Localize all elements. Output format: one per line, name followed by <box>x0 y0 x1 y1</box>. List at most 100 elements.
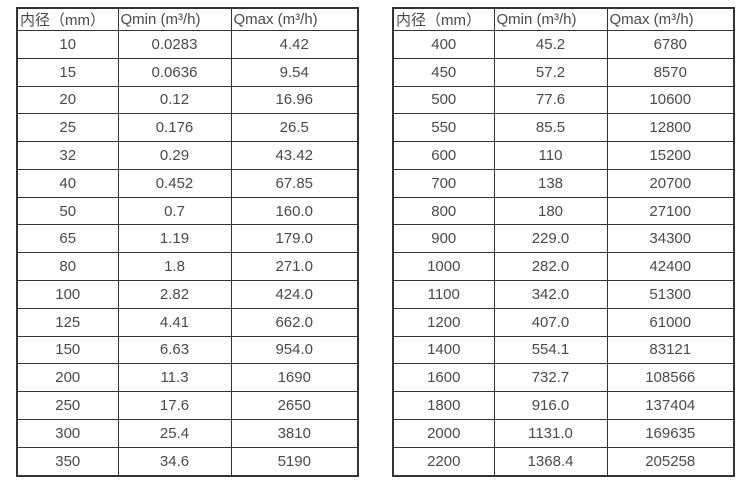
table-row: 800 180 27100 <box>392 196 735 226</box>
table-row: 1000 282.0 42400 <box>392 252 735 282</box>
table-cell: 300 <box>16 418 119 448</box>
table-cell: 271.0 <box>230 252 359 282</box>
table-cell: 0.176 <box>117 113 232 143</box>
table-row: 1400 554.1 83121 <box>392 335 735 365</box>
table-header: 内径（mm） Qmin (m³/h) Qmax (m³/h) <box>392 7 735 31</box>
table-cell: 34.6 <box>117 446 232 477</box>
table-cell: 342.0 <box>493 280 608 309</box>
table-cell: 26.5 <box>230 113 359 143</box>
table-row: 32 0.29 43.42 <box>16 141 359 170</box>
table-cell: 554.1 <box>493 335 608 365</box>
table-cell: 6.63 <box>117 335 232 365</box>
table-cell: 4.42 <box>230 30 359 59</box>
header-row: 内径（mm） Qmin (m³/h) Qmax (m³/h) <box>16 7 359 31</box>
table-cell: 0.0283 <box>117 30 232 59</box>
table-row: 100 2.82 424.0 <box>16 280 359 309</box>
table-cell: 180 <box>493 196 608 226</box>
table-cell: 450 <box>392 57 495 87</box>
table-row: 50 0.7 160.0 <box>16 196 359 226</box>
table-row: 125 4.41 662.0 <box>16 307 359 337</box>
column-header: Qmin (m³/h) <box>493 7 608 31</box>
table-cell: 2000 <box>392 418 495 448</box>
table-cell: 400 <box>392 30 495 59</box>
table-cell: 110 <box>493 141 608 170</box>
table-row: 10 0.0283 4.42 <box>16 30 359 59</box>
table-cell: 100 <box>16 280 119 309</box>
table-cell: 32 <box>16 141 119 170</box>
table-cell: 61000 <box>606 307 735 337</box>
table-cell: 732.7 <box>493 363 608 393</box>
table-cell: 1400 <box>392 335 495 365</box>
column-header: Qmax (m³/h) <box>606 7 735 31</box>
table-cell: 27100 <box>606 196 735 226</box>
table-cell: 169635 <box>606 418 735 448</box>
table-cell: 4.41 <box>117 307 232 337</box>
table-cell: 407.0 <box>493 307 608 337</box>
table-row: 40 0.452 67.85 <box>16 168 359 198</box>
table-body: 10 0.0283 4.42 15 0.0636 9.54 20 0.12 16.96 25 0.1… <box>16 30 359 477</box>
table-cell: 83121 <box>606 335 735 365</box>
table-cell: 20700 <box>606 168 735 198</box>
table-row: 20 0.12 16.96 <box>16 85 359 115</box>
table-cell: 77.6 <box>493 85 608 115</box>
table-cell: 0.12 <box>117 85 232 115</box>
table-cell: 8570 <box>606 57 735 87</box>
table-row: 2200 1368.4 205258 <box>392 446 735 477</box>
table-cell: 67.85 <box>230 168 359 198</box>
table-row: 1200 407.0 61000 <box>392 307 735 337</box>
table-row: 500 77.6 10600 <box>392 85 735 115</box>
table-cell: 150 <box>16 335 119 365</box>
table-cell: 25 <box>16 113 119 143</box>
table-row: 700 138 20700 <box>392 168 735 198</box>
table-cell: 1690 <box>230 363 359 393</box>
table-cell: 80 <box>16 252 119 282</box>
table-cell: 0.7 <box>117 196 232 226</box>
table-row: 450 57.2 8570 <box>392 57 735 87</box>
table-row: 1100 342.0 51300 <box>392 280 735 309</box>
table-row: 350 34.6 5190 <box>16 446 359 477</box>
table-cell: 51300 <box>606 280 735 309</box>
table-row: 600 110 15200 <box>392 141 735 170</box>
table-cell: 6780 <box>606 30 735 59</box>
table-row: 300 25.4 3810 <box>16 418 359 448</box>
table-cell: 550 <box>392 113 495 143</box>
table-row: 1600 732.7 108566 <box>392 363 735 393</box>
table-cell: 1368.4 <box>493 446 608 477</box>
table-cell: 17.6 <box>117 391 232 420</box>
table-cell: 125 <box>16 307 119 337</box>
column-header: 内径（mm） <box>16 7 119 31</box>
table-cell: 11.3 <box>117 363 232 393</box>
table-cell: 25.4 <box>117 418 232 448</box>
header-row: 内径（mm） Qmin (m³/h) Qmax (m³/h) <box>392 7 735 31</box>
flow-spec-table-large-diameters: 内径（mm） Qmin (m³/h) Qmax (m³/h) 400 45.2 6780… <box>392 7 735 477</box>
table-cell: 16.96 <box>230 85 359 115</box>
table-cell: 200 <box>16 363 119 393</box>
table-cell: 137404 <box>606 391 735 420</box>
table-row: 25 0.176 26.5 <box>16 113 359 143</box>
table-cell: 57.2 <box>493 57 608 87</box>
table-header: 内径（mm） Qmin (m³/h) Qmax (m³/h) <box>16 7 359 31</box>
column-header: 内径（mm） <box>392 7 495 31</box>
table-cell: 10600 <box>606 85 735 115</box>
table-cell: 42400 <box>606 252 735 282</box>
table-cell: 1600 <box>392 363 495 393</box>
table-row: 900 229.0 34300 <box>392 224 735 254</box>
table-cell: 600 <box>392 141 495 170</box>
column-header: Qmin (m³/h) <box>117 7 232 31</box>
flow-spec-table-small-diameters: 内径（mm） Qmin (m³/h) Qmax (m³/h) 10 0.0283 4.4… <box>16 7 359 477</box>
table-cell: 15200 <box>606 141 735 170</box>
table-cell: 350 <box>16 446 119 477</box>
table-cell: 1.19 <box>117 224 232 254</box>
table-cell: 2650 <box>230 391 359 420</box>
table-cell: 40 <box>16 168 119 198</box>
table-row: 200 11.3 1690 <box>16 363 359 393</box>
table-cell: 1200 <box>392 307 495 337</box>
table-cell: 1100 <box>392 280 495 309</box>
table-cell: 2.82 <box>117 280 232 309</box>
table-cell: 3810 <box>230 418 359 448</box>
table-cell: 500 <box>392 85 495 115</box>
table-row: 150 6.63 954.0 <box>16 335 359 365</box>
table-cell: 43.42 <box>230 141 359 170</box>
table-row: 2000 1131.0 169635 <box>392 418 735 448</box>
